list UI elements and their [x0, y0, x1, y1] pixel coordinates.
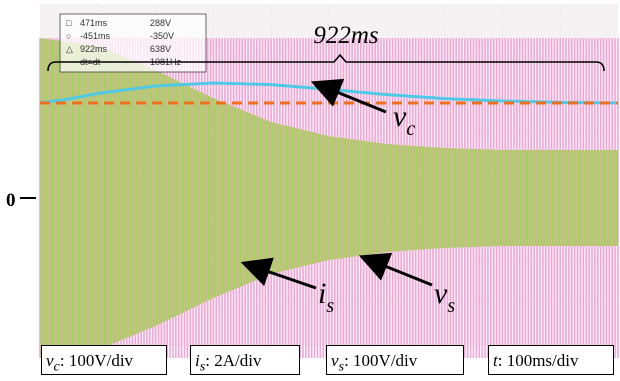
- readout-left-value: 471ms: [80, 18, 108, 28]
- vs-scale-label: vs: 100V/div: [326, 345, 464, 375]
- readout-marker: △: [66, 44, 73, 54]
- vc-arrow: [310, 78, 387, 114]
- readout-right-value: -350V: [150, 31, 174, 41]
- vs-arrow: [358, 252, 433, 287]
- readout-right-value: 288V: [150, 18, 171, 28]
- readout-marker: □: [66, 18, 72, 28]
- readout-marker: ○: [66, 31, 71, 41]
- readout-left-value: 922ms: [80, 44, 108, 54]
- vc-label: vc: [393, 100, 415, 140]
- readout-right-value: 638V: [150, 44, 171, 54]
- t-scale-label: t: 100ms/div: [488, 345, 614, 375]
- vs-label: vs: [434, 277, 455, 317]
- is-scale-label: is: 2A/div: [190, 345, 300, 375]
- duration-bracket: [47, 53, 605, 72]
- is-label: is: [318, 277, 334, 317]
- zero-level-label: 0: [6, 190, 16, 211]
- duration-label: 922ms: [313, 22, 378, 49]
- is-arrow: [240, 257, 317, 290]
- vs-waveform: [39, 38, 619, 358]
- vc-scale-label: vc: 100V/div: [41, 345, 167, 375]
- readout-left-value: -451ms: [80, 31, 111, 41]
